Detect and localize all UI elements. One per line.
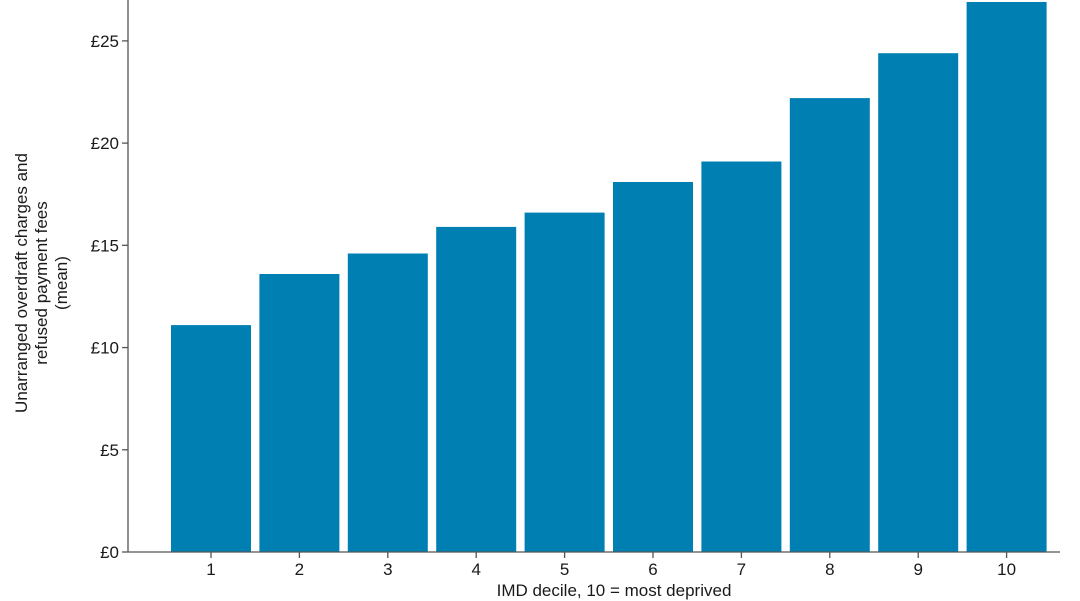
bar-4 — [436, 226, 517, 552]
x-tick-label: 3 — [383, 560, 392, 579]
x-tick-label: 6 — [648, 560, 657, 579]
y-tick-label: £5 — [100, 441, 119, 460]
bar-10 — [966, 2, 1047, 552]
bar-7 — [701, 161, 782, 552]
bar-1 — [171, 325, 251, 552]
y-axis-title-line: refused payment fees — [32, 201, 51, 364]
y-tick-label: £15 — [91, 236, 119, 255]
x-tick-label: 8 — [825, 560, 834, 579]
bar-6 — [613, 182, 693, 552]
x-tick-label: 5 — [560, 560, 569, 579]
x-tick-label: 4 — [471, 560, 480, 579]
x-axis: 1 2 3 4 5 6 7 8 9 10 — [206, 552, 1016, 579]
y-axis: £0 £5 £10 £15 £20 £25 — [91, 32, 128, 562]
x-axis-title: IMD decile, 10 = most deprived — [497, 581, 732, 600]
bar-2 — [259, 274, 340, 552]
y-axis-title-line: Unarranged overdraft charges and — [12, 153, 31, 413]
y-tick-label: £25 — [91, 32, 119, 51]
x-tick-label: 9 — [913, 560, 922, 579]
x-tick-label: 7 — [737, 560, 746, 579]
bar-3 — [347, 253, 428, 552]
y-tick-label: £0 — [100, 543, 119, 562]
y-tick-label: £10 — [91, 339, 119, 358]
bar-9 — [878, 53, 959, 552]
x-tick-label: 2 — [295, 560, 304, 579]
bar-5 — [524, 212, 605, 552]
bars — [171, 2, 1047, 552]
x-tick-label: 10 — [997, 560, 1016, 579]
bar-8 — [789, 98, 870, 552]
x-tick-label: 1 — [206, 560, 215, 579]
y-axis-title-line: (mean) — [52, 256, 71, 310]
y-axis-title: Unarranged overdraft charges and refused … — [12, 153, 71, 413]
y-tick-label: £20 — [91, 134, 119, 153]
